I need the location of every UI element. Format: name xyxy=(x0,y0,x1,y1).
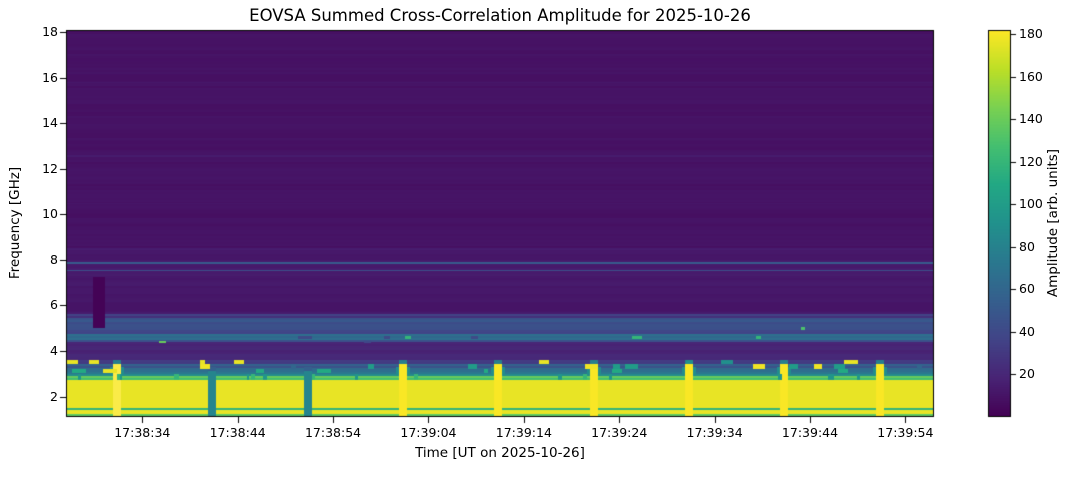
x-tick-label: 17:39:14 xyxy=(495,425,552,440)
y-tick-label: 4 xyxy=(50,342,58,358)
colorbar-tick-label: 180 xyxy=(1019,26,1043,42)
x-tick-label: 17:38:34 xyxy=(114,425,171,440)
y-tick-label: 2 xyxy=(50,388,58,404)
x-tick-label: 17:38:54 xyxy=(304,425,362,440)
y-tick-label: 12 xyxy=(42,160,58,176)
x-tick-label: 17:39:54 xyxy=(877,425,934,440)
colorbar-tick-label: 60 xyxy=(1019,281,1035,297)
y-tick-label: 10 xyxy=(42,206,58,222)
y-tick-label: 14 xyxy=(42,115,58,131)
y-tick-label: 18 xyxy=(42,24,58,40)
x-tick-label: 17:39:34 xyxy=(686,425,743,440)
x-axis-label: Time [UT on 2025-10-26] xyxy=(415,445,585,461)
x-tick-label: 17:39:24 xyxy=(591,425,648,440)
y-tick-label: 8 xyxy=(50,251,58,267)
chart-title: EOVSA Summed Cross-Correlation Amplitude… xyxy=(249,6,751,25)
y-tick-label: 6 xyxy=(50,297,58,313)
colorbar-tick-label: 100 xyxy=(1019,196,1043,212)
colorbar-tick-label: 40 xyxy=(1019,323,1035,339)
x-tick-label: 17:39:04 xyxy=(400,425,457,440)
colorbar-tick-label: 140 xyxy=(1019,111,1043,127)
colorbar-tick-label: 20 xyxy=(1019,366,1035,382)
x-tick-label: 17:39:44 xyxy=(781,425,839,440)
x-tick-label: 17:38:44 xyxy=(209,425,266,440)
y-tick-label: 16 xyxy=(42,69,58,85)
colorbar-tick-label: 120 xyxy=(1019,153,1043,169)
colorbar-tick-label: 80 xyxy=(1019,238,1035,254)
colorbar-tick-label: 160 xyxy=(1019,68,1043,84)
